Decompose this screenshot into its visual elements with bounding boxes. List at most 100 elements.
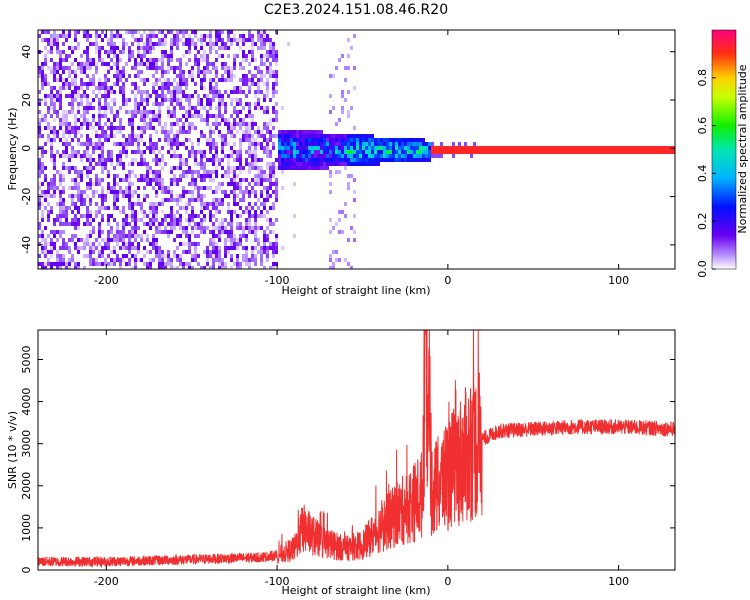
waterfall-cell [44,54,47,58]
waterfall-cell [95,142,98,146]
waterfall-cell [134,202,137,206]
waterfall-cell [386,150,389,154]
waterfall-cell [161,254,164,258]
waterfall-cell [356,134,359,138]
waterfall-cell [125,102,128,106]
waterfall-cell [110,126,113,130]
waterfall-cell [191,150,194,154]
waterfall-cell [257,66,260,70]
waterfall-cell [62,254,65,258]
waterfall-cell [209,90,212,94]
waterfall-cell [233,242,236,246]
waterfall-cell [239,262,242,266]
waterfall-cell [71,166,74,170]
waterfall-cell [95,214,98,218]
waterfall-cell [158,250,161,254]
waterfall-cell [110,230,113,234]
waterfall-cell [260,174,263,178]
waterfall-cell [599,146,602,150]
waterfall-cell [107,222,110,226]
waterfall-cell [296,134,299,138]
waterfall-cell [395,138,398,142]
waterfall-cell [269,50,272,54]
waterfall-cell [146,90,149,94]
waterfall-cell [647,146,650,150]
waterfall-cell [272,90,275,94]
waterfall-cell [50,194,53,198]
waterfall-cell [191,70,194,74]
waterfall-cell [53,162,56,166]
waterfall-cell [131,210,134,214]
waterfall-cell [257,126,260,130]
waterfall-cell [164,42,167,46]
waterfall-cell [593,150,596,154]
waterfall-cell [95,34,98,38]
waterfall-cell [83,82,86,86]
waterfall-cell [143,174,146,178]
waterfall-cell [104,86,107,90]
waterfall-cell [524,150,527,154]
waterfall-cell [71,150,74,154]
waterfall-cell [230,238,233,242]
waterfall-cell [560,150,563,154]
waterfall-cell [188,170,191,174]
waterfall-cell [188,50,191,54]
waterfall-cell [212,154,215,158]
waterfall-cell [128,118,131,122]
waterfall-cell [275,58,278,62]
waterfall-cell [194,82,197,86]
waterfall-cell [62,142,65,146]
waterfall-cell [41,266,44,269]
waterfall-cell [314,162,317,166]
waterfall-cell [335,66,338,70]
waterfall-cell [377,146,380,150]
waterfall-cell [59,106,62,110]
waterfall-cell [392,146,395,150]
waterfall-cell [218,94,221,98]
waterfall-cell [149,46,152,50]
waterfall-cell [176,130,179,134]
waterfall-cell [50,182,53,186]
waterfall-cell [152,170,155,174]
waterfall-cell [353,138,356,142]
waterfall-cell [200,174,203,178]
waterfall-cell [62,118,65,122]
waterfall-cell [239,118,242,122]
waterfall-cell [86,34,89,38]
waterfall-cell [275,62,278,66]
waterfall-cell [92,246,95,250]
waterfall-cell [314,150,317,154]
waterfall-cell [215,154,218,158]
waterfall-cell [203,194,206,198]
waterfall-cell [656,146,659,150]
waterfall-cell [668,146,671,150]
waterfall-cell [74,178,77,182]
waterfall-cell [137,202,140,206]
waterfall-cell [245,102,248,106]
waterfall-cell [191,146,194,150]
waterfall-cell [401,150,404,154]
waterfall-cell [56,266,59,269]
waterfall-cell [218,254,221,258]
waterfall-cell [248,202,251,206]
waterfall-cell [152,206,155,210]
waterfall-cell [152,258,155,262]
waterfall-cell [158,174,161,178]
waterfall-cell [221,46,224,50]
waterfall-cell [257,158,260,162]
waterfall-cell [59,94,62,98]
waterfall-cell [65,126,68,130]
waterfall-cell [92,166,95,170]
waterfall-cell [452,154,455,158]
waterfall-cell [86,206,89,210]
waterfall-cell [296,166,299,170]
waterfall-cell [257,238,260,242]
waterfall-cell [143,118,146,122]
waterfall-cell [353,230,356,234]
waterfall-cell [107,234,110,238]
waterfall-cell [137,226,140,230]
waterfall-cell [59,206,62,210]
waterfall-cell [83,94,86,98]
waterfall-cell [179,262,182,266]
